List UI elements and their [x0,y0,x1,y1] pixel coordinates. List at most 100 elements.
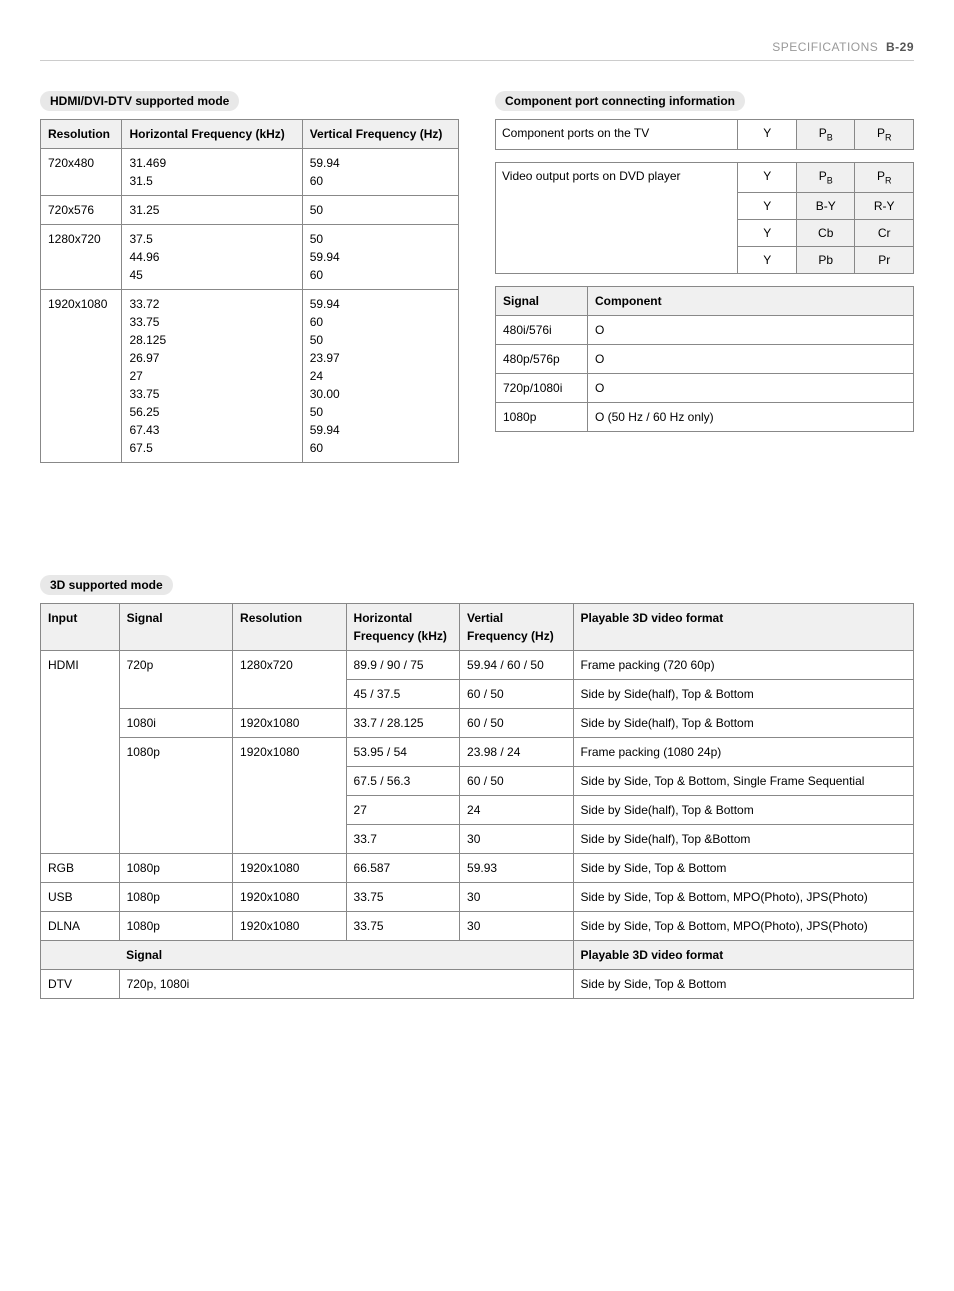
cell: 720p/1080i [496,373,588,402]
cell: 720x576 [41,196,122,225]
cell: O [587,373,913,402]
hdmi-th-vf: Vertical Frequency (Hz) [302,120,458,149]
section-label: SPECIFICATIONS [772,40,878,54]
component-dvd-table: Video output ports on DVD player Y PB PR… [495,162,914,274]
cell: 31.469 31.5 [122,149,302,196]
cell: Pr [855,246,914,273]
cell: 59.94 60 [302,149,458,196]
cell: 33.75 [346,912,459,941]
th: Signal [119,941,573,970]
table-row: 480p/576pO [496,344,914,373]
cell: 30 [460,825,573,854]
threeD-title: 3D supported mode [40,575,173,595]
table-row: 480i/576iO [496,315,914,344]
table-row: DTV 720p, 1080i Side by Side, Top & Bott… [41,970,914,999]
cell: 24 [460,796,573,825]
cell: O [587,344,913,373]
cell: 60 / 50 [460,680,573,709]
cell: Y [738,120,797,150]
left-column: HDMI/DVI-DTV supported mode Resolution H… [40,91,459,475]
cell: 1920x1080 [233,883,346,912]
cell: HDMI [41,651,120,854]
cell: 50 59.94 60 [302,225,458,290]
th: Signal [496,286,588,315]
cell: RGB [41,854,120,883]
th: Component [587,286,913,315]
cell: Side by Side(half), Top & Bottom [573,680,914,709]
table-row: USB 1080p 1920x1080 33.75 30 Side by Sid… [41,883,914,912]
cell: Y [738,219,797,246]
cell: Side by Side, Top & Bottom, MPO(Photo), … [573,912,914,941]
cell: Y [738,192,797,219]
cell: Cb [796,219,855,246]
cell: B-Y [796,192,855,219]
cell: 33.7 [346,825,459,854]
cell: PB [796,162,855,192]
cell: Side by Side(half), Top & Bottom [573,796,914,825]
cell: 1080p [119,854,232,883]
cell: 720p [119,651,232,709]
hdmi-table: Resolution Horizontal Frequency (kHz) Ve… [40,119,459,463]
cell: 1920x1080 [233,738,346,854]
cell: 23.98 / 24 [460,738,573,767]
cell: 1280x720 [233,651,346,709]
cell: 1080p [119,912,232,941]
cell: DLNA [41,912,120,941]
cell: 33.72 33.75 28.125 26.97 27 33.75 56.25 … [122,290,302,463]
cell: 60 / 50 [460,767,573,796]
cell: PB [796,120,855,150]
table-row: Signal Playable 3D video format [41,941,914,970]
hdmi-th-hf: Horizontal Frequency (kHz) [122,120,302,149]
cell: Y [738,162,797,192]
cell: O (50 Hz / 60 Hz only) [587,402,913,431]
cell: USB [41,883,120,912]
signal-table: Signal Component 480i/576iO 480p/576pO 7… [495,286,914,432]
cell: Side by Side, Top & Bottom, MPO(Photo), … [573,883,914,912]
cell: 27 [346,796,459,825]
page-number: B-29 [886,40,914,54]
cell: 1920x1080 [233,709,346,738]
cell: 720p, 1080i [119,970,573,999]
cell: 1920x1080 [41,290,122,463]
page-header: SPECIFICATIONS B-29 [40,40,914,61]
cell: O [587,315,913,344]
th: Playable 3D video format [573,941,914,970]
th: Playable 3D video format [573,604,914,651]
table-row: 720x576 31.25 50 [41,196,459,225]
hdmi-th-res: Resolution [41,120,122,149]
threeD-table: Input Signal Resolution Horizontal Frequ… [40,603,914,999]
table-row: 720p/1080iO [496,373,914,402]
table-row: HDMI 720p 1280x720 89.9 / 90 / 75 59.94 … [41,651,914,680]
th: Signal [119,604,232,651]
component-title: Component port connecting information [495,91,745,111]
table-row: 1280x720 37.5 44.96 45 50 59.94 60 [41,225,459,290]
cell: Frame packing (1080 24p) [573,738,914,767]
cell: DTV [41,970,120,999]
cell: 89.9 / 90 / 75 [346,651,459,680]
cell: Frame packing (720 60p) [573,651,914,680]
th: Resolution [233,604,346,651]
th: Input [41,604,120,651]
th: Vertial Frequency (Hz) [460,604,573,651]
cell: PR [855,162,914,192]
table-row: 1080i 1920x1080 33.7 / 28.125 60 / 50 Si… [41,709,914,738]
component-tv-table: Component ports on the TV Y PB PR [495,119,914,150]
right-column: Component port connecting information Co… [495,91,914,475]
cell: 50 [302,196,458,225]
cell: 1080p [119,883,232,912]
table-row: DLNA 1080p 1920x1080 33.75 30 Side by Si… [41,912,914,941]
cell: 53.95 / 54 [346,738,459,767]
cell: 480i/576i [496,315,588,344]
cell: 1920x1080 [233,854,346,883]
cell: R-Y [855,192,914,219]
cell: 33.75 [346,883,459,912]
hdmi-title: HDMI/DVI-DTV supported mode [40,91,239,111]
table-row: RGB 1080p 1920x1080 66.587 59.93 Side by… [41,854,914,883]
cell: 45 / 37.5 [346,680,459,709]
cell: 59.93 [460,854,573,883]
cell: 1280x720 [41,225,122,290]
cell: 59.94 60 50 23.97 24 30.00 50 59.94 60 [302,290,458,463]
table-row: 1080pO (50 Hz / 60 Hz only) [496,402,914,431]
cell: 1080i [119,709,232,738]
cell: Side by Side, Top & Bottom [573,854,914,883]
